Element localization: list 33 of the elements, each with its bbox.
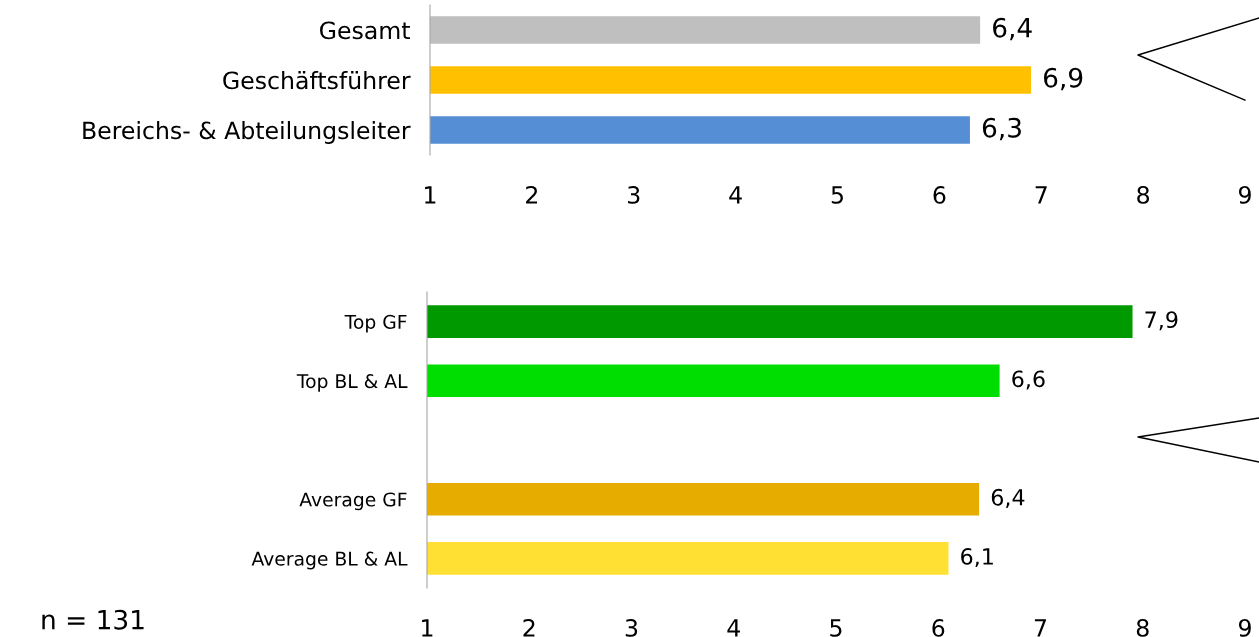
x-tick-label: 1 xyxy=(422,619,433,637)
data-label: 6,4 xyxy=(991,488,1025,508)
x-tick-label: 4 xyxy=(727,619,740,637)
data-label: 6,6 xyxy=(1012,370,1045,390)
x-tick-label: 3 xyxy=(625,618,638,637)
x-tick-label: 9 xyxy=(1238,618,1251,637)
x-tick-label: 4 xyxy=(729,186,742,204)
y-tick-label: Average GF xyxy=(299,492,407,511)
y-tick-label: Average BL & AL xyxy=(251,551,408,570)
x-tick-label: 8 xyxy=(1137,185,1150,204)
data-label: 7,9 xyxy=(1145,311,1178,331)
x-tick-label: 5 xyxy=(830,619,842,637)
y-tick-label: Bereichs- & Abteilungsleiter xyxy=(83,121,411,144)
x-tick-label: 5 xyxy=(831,186,843,204)
x-tick-label: 7 xyxy=(1034,619,1046,637)
x-tick-label: 1 xyxy=(425,186,436,204)
y-tick-label: Top BL & AL xyxy=(296,374,408,392)
data-label: 6,1 xyxy=(961,548,993,568)
x-tick-label: 6 xyxy=(933,185,946,204)
x-tick-label: 2 xyxy=(526,185,538,204)
x-tick-label: 3 xyxy=(628,185,640,204)
y-tick-label: Geschäftsführer xyxy=(223,71,411,90)
x-tick-label: 2 xyxy=(523,618,535,637)
data-label: 6,9 xyxy=(1044,67,1083,91)
y-tick-label: Gesamt xyxy=(320,21,410,40)
data-label: 6,3 xyxy=(982,117,1021,141)
x-tick-label: 8 xyxy=(1136,618,1149,637)
x-tick-label: 6 xyxy=(932,618,945,637)
data-label: 6,4 xyxy=(993,17,1032,41)
x-tick-label: 9 xyxy=(1238,185,1251,204)
y-tick-label: Top GF xyxy=(344,314,407,333)
text: n = 131 xyxy=(42,609,144,630)
x-tick-label: 7 xyxy=(1035,186,1047,204)
